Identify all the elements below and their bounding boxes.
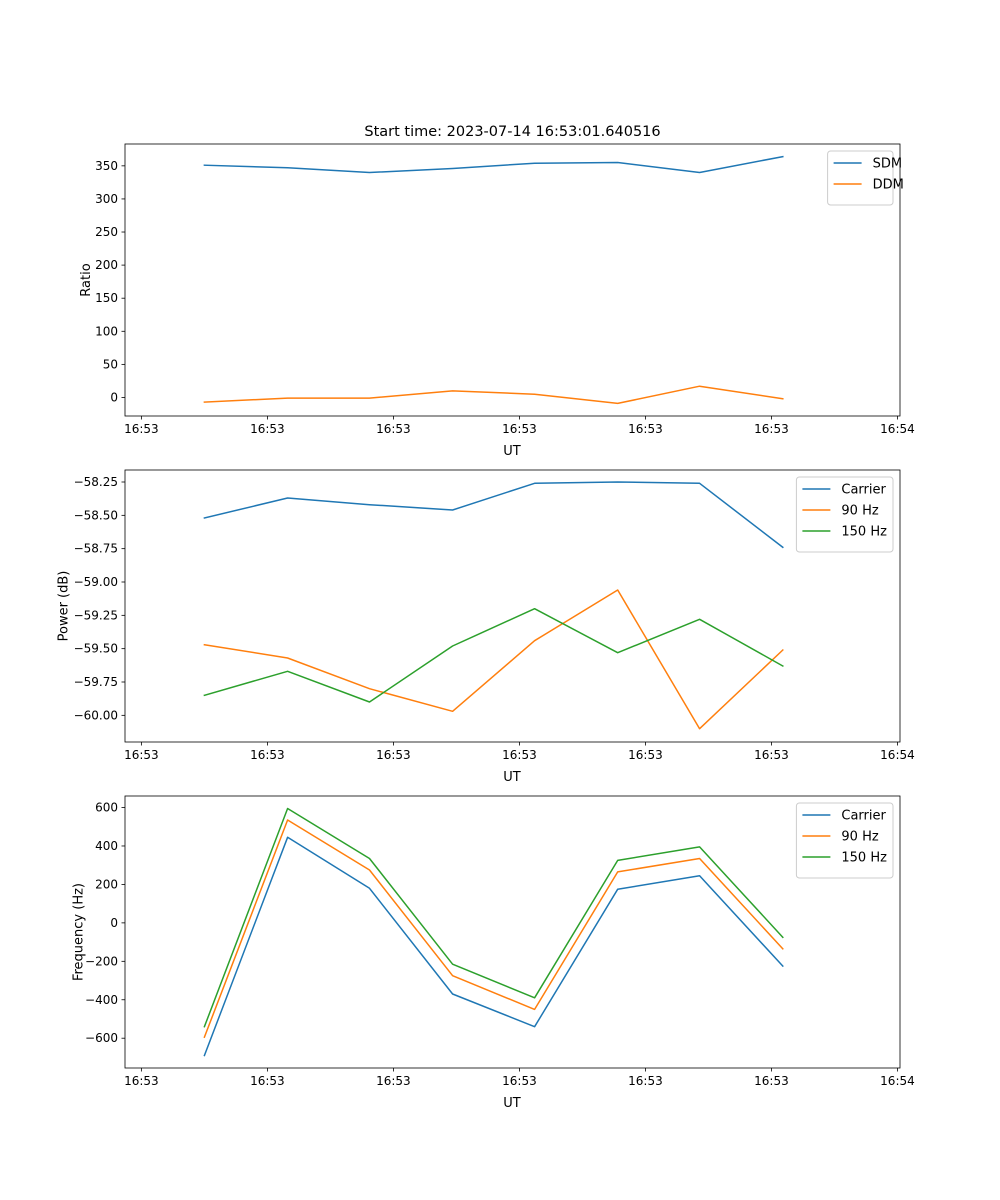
x-axis-label: UT (503, 444, 521, 459)
panels: 16:53 16:53 16:53 16:53 16:53 16:53 16:54 0 50 10… (56, 143, 915, 1111)
legend-label: Carrier (841, 483, 886, 498)
x-tick-label: 16:53 (628, 422, 663, 436)
legend-box (795, 802, 894, 879)
legend-box (827, 150, 894, 206)
x-tick-label: 16:54 (880, 422, 915, 436)
figure-title: Start time: 2023-07-14 16:53:01.640516 (364, 124, 660, 140)
y-tick-label: −400 (85, 993, 118, 1007)
legend-label: Carrier (841, 809, 886, 824)
x-tick-label: 16:53 (124, 422, 159, 436)
x-tick-label: 16:53 (376, 748, 411, 762)
x-tick-label: 16:53 (502, 422, 537, 436)
series-line-90-hz (203, 819, 784, 1039)
series-line-90-hz (203, 589, 784, 730)
axes-frame (124, 143, 901, 417)
x-tick-label: 16:53 (754, 1074, 789, 1088)
legend-label: 90 Hz (841, 504, 878, 519)
x-tick-label: 16:53 (250, 1074, 285, 1088)
y-tick-label: −60.00 (74, 708, 118, 722)
x-tick-label: 16:54 (880, 1074, 915, 1088)
legend-label: SDM (873, 157, 902, 172)
x-tick-label: 16:53 (502, 1074, 537, 1088)
x-axis-label: UT (503, 770, 521, 785)
y-tick-label: −58.25 (74, 475, 118, 489)
axes-frame (124, 469, 901, 743)
legend: SDM DDM (827, 150, 904, 206)
y-tick-label: 250 (95, 225, 118, 239)
series-line-ddm (203, 385, 784, 405)
x-tick-label: 16:53 (250, 422, 285, 436)
legend-label: DDM (873, 178, 904, 193)
x-tick-label: 16:53 (502, 748, 537, 762)
axes-3: 16:53 16:53 16:53 16:53 16:53 16:53 16:54 −600 −… (72, 795, 915, 1111)
x-tick-label: 16:53 (754, 748, 789, 762)
y-tick-label: 100 (95, 324, 118, 338)
x-tick-label: 16:53 (124, 1074, 159, 1088)
y-tick-label: −58.75 (74, 542, 118, 556)
x-tick-label: 16:54 (880, 748, 915, 762)
legend-label: 90 Hz (841, 830, 878, 845)
y-tick-label: 0 (110, 916, 118, 930)
y-tick-label: 400 (95, 839, 118, 853)
y-tick-label: 300 (95, 192, 118, 206)
y-tick-label: −59.25 (74, 608, 118, 622)
series-line-carrier (203, 836, 784, 1057)
y-tick-label: 150 (95, 291, 118, 305)
x-tick-label: 16:53 (628, 1074, 663, 1088)
y-tick-label: −59.00 (74, 575, 118, 589)
series-line-carrier (203, 481, 784, 549)
x-tick-label: 16:53 (628, 748, 663, 762)
x-tick-label: 16:53 (376, 422, 411, 436)
y-tick-label: −200 (85, 954, 118, 968)
y-axis-label: Frequency (Hz) (72, 883, 87, 981)
legend: Carrier 90 Hz 150 Hz (795, 802, 894, 879)
legend-label: 150 Hz (841, 525, 887, 540)
y-tick-label: 350 (95, 159, 118, 173)
y-tick-label: 600 (95, 801, 118, 815)
y-axis-label: Ratio (79, 263, 94, 296)
y-tick-label: 200 (95, 258, 118, 272)
y-tick-label: 200 (95, 877, 118, 891)
y-tick-label: 0 (110, 390, 118, 404)
series-line-150-hz (203, 807, 784, 1028)
x-axis-label: UT (503, 1096, 521, 1111)
series-line-sdm (203, 155, 784, 174)
axes-2: 16:53 16:53 16:53 16:53 16:53 16:53 16:54 −60.0… (56, 469, 915, 785)
y-tick-label: −59.50 (74, 642, 118, 656)
legend-label: 150 Hz (841, 851, 887, 866)
legend-box (795, 476, 894, 553)
series-line-150-hz (203, 607, 784, 703)
x-tick-label: 16:53 (250, 748, 285, 762)
y-tick-label: 50 (103, 357, 118, 371)
x-tick-label: 16:53 (124, 748, 159, 762)
y-tick-label: −58.50 (74, 508, 118, 522)
axes-1: 16:53 16:53 16:53 16:53 16:53 16:53 16:54 0 50 10… (79, 143, 915, 459)
y-tick-label: −600 (85, 1031, 118, 1045)
axes-frame (124, 795, 901, 1069)
y-tick-label: −59.75 (74, 675, 118, 689)
legend: Carrier 90 Hz 150 Hz (795, 476, 894, 553)
y-axis-label: Power (dB) (56, 571, 71, 642)
x-tick-label: 16:53 (754, 422, 789, 436)
x-tick-label: 16:53 (376, 1074, 411, 1088)
